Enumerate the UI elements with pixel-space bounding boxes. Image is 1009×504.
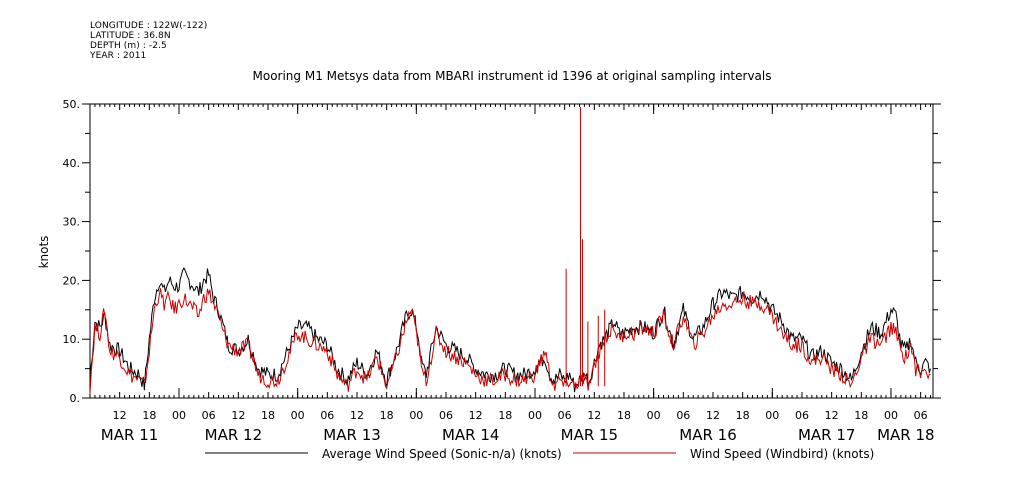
x-tick-label: 12 [350,409,364,422]
series-line-0 [89,266,931,393]
series-line-1 [89,288,931,394]
x-tick-label: 12 [113,409,127,422]
x-tick-label: 06 [795,409,809,422]
x-date-label: MAR 13 [323,426,380,444]
metadata-block: LONGITUDE : 122W(-122) LATITUDE : 36.8N … [90,21,207,61]
x-tick-label: 18 [261,409,275,422]
x-date-label: MAR 11 [101,426,158,444]
x-tick-label: 18 [142,409,156,422]
latitude-text: LATITUDE : 36.8N [90,31,171,41]
x-date-label: MAR 16 [679,426,736,444]
y-tick-label: 30. [63,216,81,229]
x-tick-label: 06 [914,409,928,422]
y-tick-label: 0. [70,392,81,405]
x-tick-label: 18 [854,409,868,422]
x-tick-label: 18 [498,409,512,422]
longitude-text: LONGITUDE : 122W(-122) [90,21,208,31]
x-date-label: MAR 15 [561,426,618,444]
x-tick-label: 00 [647,409,661,422]
x-tick-label: 00 [172,409,186,422]
y-tick-label: 40. [63,157,81,170]
x-tick-label: 12 [587,409,601,422]
x-tick-label: 00 [528,409,542,422]
y-axis-label: knots [37,236,51,269]
x-tick-label: 06 [676,409,690,422]
x-tick-label: 06 [558,409,572,422]
x-tick-label: 18 [380,409,394,422]
plot-frame [89,103,934,399]
x-tick-label: 12 [706,409,720,422]
legend-label-windbird: Wind Speed (Windbird) (knots) [690,447,874,461]
legend-label-avg: Average Wind Speed (Sonic-n/a) (knots) [322,447,562,461]
depth-text: DEPTH (m) : -2.5 [90,41,167,51]
y-tick-label: 50. [63,98,81,111]
x-tick-label: 12 [469,409,483,422]
x-date-label: MAR 17 [798,426,855,444]
x-tick-label: 18 [617,409,631,422]
x-date-label: MAR 14 [442,426,499,444]
year-text: YEAR : 2011 [90,51,147,61]
x-tick-label: 18 [736,409,750,422]
x-tick-label: 12 [825,409,839,422]
x-tick-label: 00 [884,409,898,422]
chart-title: Mooring M1 Metsys data from MBARI instru… [253,69,772,83]
axis-ticks: 0. 10. 20. 30. 40. 50. 12 18 00 06 12 18 00 06 12 18 00 0… [63,98,941,444]
x-tick-label: 06 [320,409,334,422]
y-tick-label: 20. [63,274,81,287]
x-tick-label: 06 [202,409,216,422]
x-tick-label: 06 [439,409,453,422]
series-group [89,106,931,394]
x-date-label: MAR 18 [877,426,934,444]
x-tick-label: 12 [231,409,245,422]
x-tick-label: 00 [765,409,779,422]
x-tick-label: 00 [291,409,305,422]
x-tick-label: 00 [409,409,423,422]
y-tick-label: 10. [63,333,81,346]
legend: Average Wind Speed (Sonic-n/a) (knots) W… [205,447,874,461]
x-date-label: MAR 12 [205,426,262,444]
